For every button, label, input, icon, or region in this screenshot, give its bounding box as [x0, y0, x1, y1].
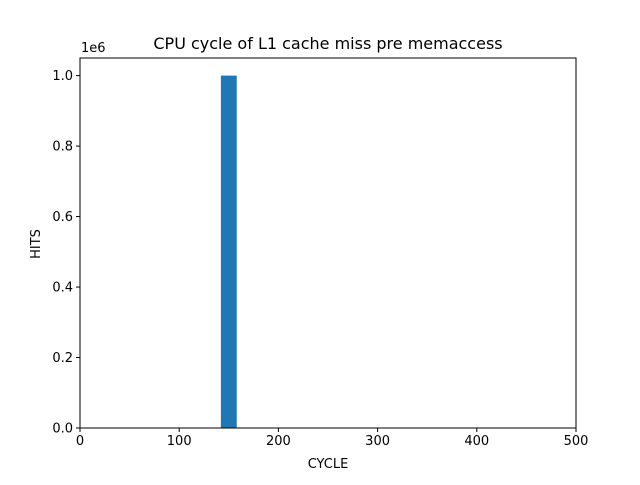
y-tick-label: 0.8 — [52, 140, 73, 155]
y-tick-label: 0.4 — [52, 281, 73, 296]
bars-layer — [220, 75, 237, 428]
x-tick-label: 300 — [365, 434, 390, 449]
x-ticks: 0 100 200 300 400 500 — [76, 428, 589, 449]
y-tick-label: 0.2 — [52, 351, 73, 366]
x-axis-label: CYCLE — [308, 457, 349, 472]
y-tick-label: 0.0 — [52, 422, 73, 437]
x-tick-label: 400 — [464, 434, 489, 449]
y-tick-label: 0.6 — [52, 210, 73, 225]
x-tick-label: 0 — [76, 434, 84, 449]
histogram-bar-0 — [220, 75, 237, 428]
plot-frame — [79, 57, 577, 429]
x-tick-label: 500 — [564, 434, 589, 449]
y-axis-label: HITS — [29, 229, 44, 259]
y-offset-text: 1e6 — [81, 41, 106, 56]
y-ticks: 0.0 0.2 0.4 0.6 0.8 1.0 — [52, 69, 80, 437]
chart-title: CPU cycle of L1 cache miss pre memaccess — [153, 34, 502, 53]
x-tick-label: 200 — [266, 434, 291, 449]
y-tick-label: 1.0 — [52, 69, 73, 84]
x-tick-label: 100 — [167, 434, 192, 449]
